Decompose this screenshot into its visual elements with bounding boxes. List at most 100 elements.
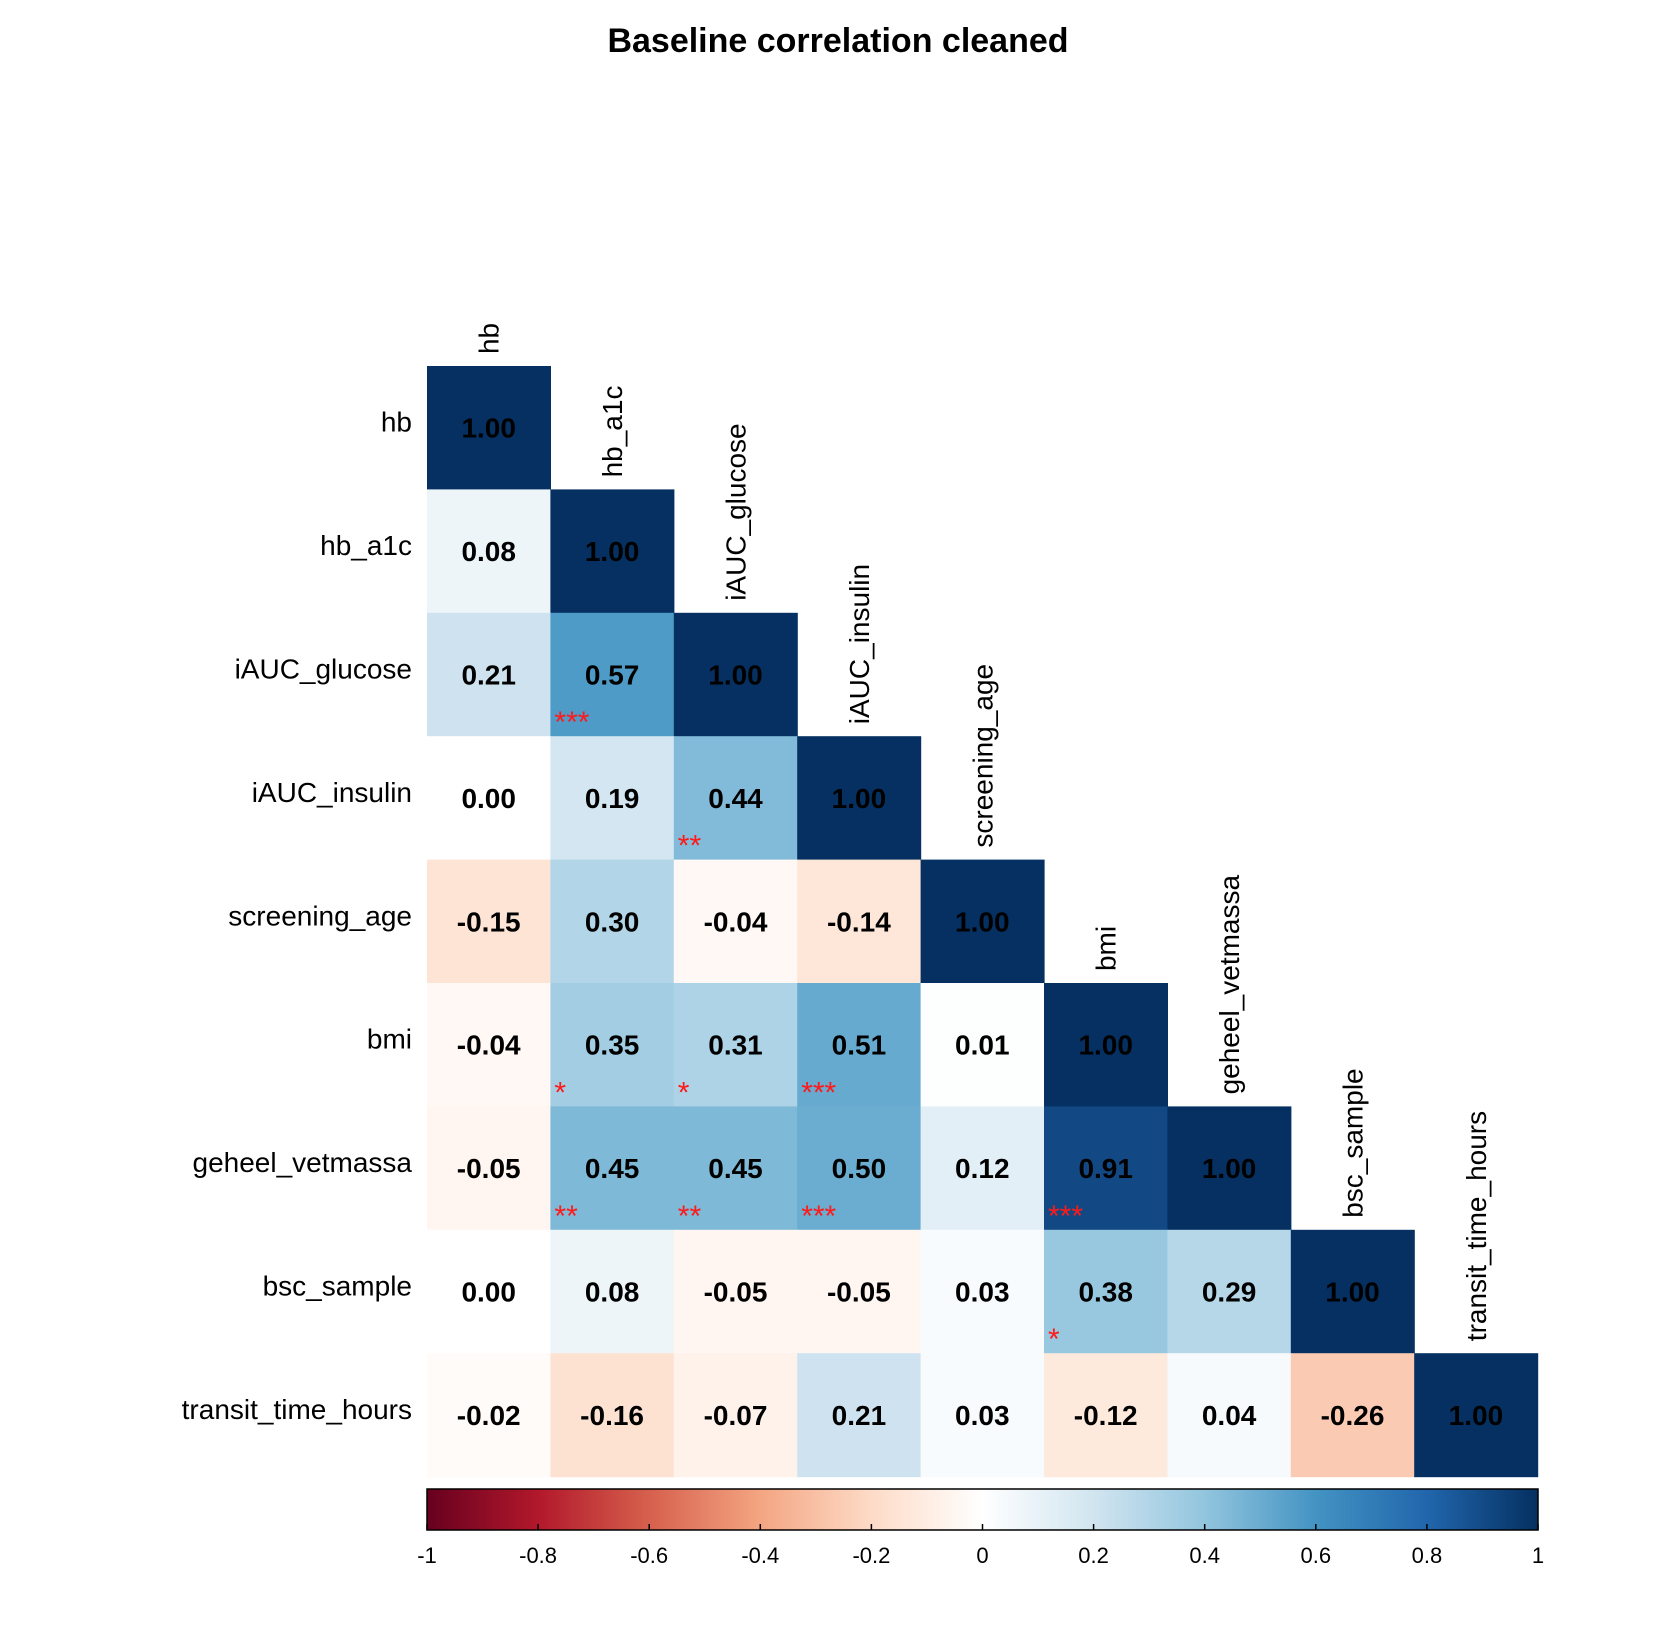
- cell-value-transit_time_hours-iAUC_glucose: -0.07: [704, 1400, 768, 1431]
- cell-value-geheel_vetmassa-hb: -0.05: [457, 1153, 521, 1184]
- cell-value-transit_time_hours-iAUC_insulin: 0.21: [832, 1400, 887, 1431]
- cell-screening_age-iAUC_glucose: [673, 859, 798, 984]
- row-label-iAUC_insulin: iAUC_insulin: [252, 777, 412, 808]
- cell-value-transit_time_hours-hb_a1c: -0.16: [580, 1400, 644, 1431]
- cell-value-transit_time_hours-bsc_sample: -0.26: [1321, 1400, 1385, 1431]
- cell-value-iAUC_insulin-hb: 0.00: [461, 783, 516, 814]
- cell-value-bsc_sample-geheel_vetmassa: 0.29: [1202, 1277, 1257, 1308]
- colorbar-tick-label: -1: [417, 1543, 437, 1568]
- heatmap-cells: 1.000.08 1.000.21 0.57***1.000.00 0.19 0.44*…: [427, 366, 1539, 1478]
- cell-value-transit_time_hours-geheel_vetmassa: 0.04: [1202, 1400, 1257, 1431]
- cell-geheel_vetmassa-geheel_vetmassa: [1167, 1106, 1292, 1231]
- colorbar-tick-label: 0.6: [1301, 1543, 1332, 1568]
- cell-value-screening_age-iAUC_glucose: -0.04: [704, 906, 768, 937]
- cell-bmi-iAUC_glucose: [673, 983, 798, 1107]
- cell-iAUC_glucose-hb: [427, 612, 551, 737]
- column-label-screening_age: screening_age: [967, 664, 998, 848]
- cell-screening_age-hb: [427, 859, 551, 984]
- column-label-bmi: bmi: [1091, 926, 1122, 971]
- column-labels: hb hb_a1c iAUC_glucose iAUC_insulin screenin…: [474, 323, 1492, 1341]
- colorbar-tick-label: -0.6: [630, 1543, 668, 1568]
- cell-bmi-screening_age: [920, 983, 1045, 1107]
- colorbar-tick-label: -0.2: [852, 1543, 890, 1568]
- cell-value-geheel_vetmassa-hb_a1c: 0.45: [585, 1153, 640, 1184]
- cell-value-bmi-iAUC_insulin: 0.51: [832, 1030, 887, 1061]
- cell-iAUC_glucose-iAUC_glucose: [673, 612, 798, 737]
- cell-screening_age-screening_age: [920, 859, 1045, 984]
- significance-iAUC_glucose-hb_a1c: ***: [554, 706, 589, 739]
- cell-value-bmi-hb_a1c: 0.35: [585, 1030, 640, 1061]
- significance-bmi-iAUC_insulin: ***: [801, 1076, 836, 1109]
- cell-geheel_vetmassa-bmi: [1044, 1106, 1168, 1231]
- cell-value-iAUC_insulin-iAUC_insulin: 1.00: [832, 783, 887, 814]
- cell-transit_time_hours-hb: [427, 1353, 551, 1478]
- cell-transit_time_hours-bsc_sample: [1290, 1353, 1415, 1478]
- cell-value-transit_time_hours-hb: -0.02: [457, 1400, 521, 1431]
- colorbar-tick-label: 0.2: [1078, 1543, 1109, 1568]
- cell-bsc_sample-screening_age: [920, 1229, 1045, 1354]
- cell-hb_a1c-hb_a1c: [550, 489, 675, 614]
- cell-geheel_vetmassa-hb_a1c: [550, 1106, 675, 1231]
- cell-value-bsc_sample-bmi: 0.38: [1078, 1277, 1133, 1308]
- cell-bsc_sample-iAUC_glucose: [673, 1229, 798, 1354]
- row-label-bmi: bmi: [367, 1024, 412, 1055]
- cell-bmi-bmi: [1044, 983, 1168, 1107]
- cell-value-bmi-hb: -0.04: [457, 1030, 521, 1061]
- cell-value-iAUC_glucose-hb_a1c: 0.57: [585, 660, 640, 691]
- row-label-bsc_sample: bsc_sample: [263, 1271, 412, 1302]
- cell-transit_time_hours-geheel_vetmassa: [1167, 1353, 1292, 1478]
- cell-value-screening_age-hb: -0.15: [457, 906, 521, 937]
- cell-value-screening_age-hb_a1c: 0.30: [585, 906, 640, 937]
- colorbar-ticks: -1 -0.8 -0.6 -0.4 -0.2 0 0.2 0.4 0.6 0.8 1: [417, 1524, 1544, 1568]
- cell-transit_time_hours-screening_age: [920, 1353, 1045, 1478]
- cell-value-geheel_vetmassa-bmi: 0.91: [1078, 1153, 1133, 1184]
- cell-bsc_sample-bmi: [1044, 1229, 1168, 1354]
- row-label-geheel_vetmassa: geheel_vetmassa: [193, 1147, 413, 1178]
- cell-value-geheel_vetmassa-iAUC_glucose: 0.45: [708, 1153, 763, 1184]
- colorbar-tick-label: -0.8: [519, 1543, 557, 1568]
- cell-bsc_sample-geheel_vetmassa: [1167, 1229, 1292, 1354]
- cell-value-bsc_sample-iAUC_glucose: -0.05: [704, 1277, 768, 1308]
- significance-iAUC_insulin-iAUC_glucose: **: [678, 830, 702, 863]
- cell-bsc_sample-iAUC_insulin: [797, 1229, 922, 1354]
- cell-value-bsc_sample-hb_a1c: 0.08: [585, 1277, 640, 1308]
- cell-value-transit_time_hours-bmi: -0.12: [1074, 1400, 1138, 1431]
- column-label-transit_time_hours: transit_time_hours: [1461, 1111, 1492, 1341]
- cell-value-iAUC_insulin-iAUC_glucose: 0.44: [708, 783, 763, 814]
- cell-value-geheel_vetmassa-geheel_vetmassa: 1.00: [1202, 1153, 1257, 1184]
- significance-bmi-iAUC_glucose: *: [678, 1076, 690, 1109]
- cell-transit_time_hours-hb_a1c: [550, 1353, 675, 1478]
- cell-hb_a1c-hb: [427, 489, 551, 614]
- row-labels: hb hb_a1c iAUC_glucose iAUC_insulin screenin…: [182, 407, 413, 1425]
- cell-bsc_sample-hb: [427, 1229, 551, 1354]
- cell-value-transit_time_hours-screening_age: 0.03: [955, 1400, 1010, 1431]
- significance-bmi-hb_a1c: *: [554, 1076, 566, 1109]
- column-label-geheel_vetmassa: geheel_vetmassa: [1214, 874, 1245, 1094]
- cell-iAUC_insulin-hb: [427, 736, 551, 861]
- chart-title: Baseline correlation cleaned: [607, 22, 1068, 60]
- colorbar-tick-label: 0.8: [1412, 1543, 1443, 1568]
- cell-value-hb_a1c-hb_a1c: 1.00: [585, 536, 640, 567]
- significance-geheel_vetmassa-iAUC_glucose: **: [678, 1200, 702, 1233]
- column-label-bsc_sample: bsc_sample: [1338, 1068, 1369, 1217]
- colorbar-tick-label: 0.4: [1189, 1543, 1220, 1568]
- row-label-hb_a1c: hb_a1c: [320, 530, 412, 561]
- column-label-iAUC_glucose: iAUC_glucose: [721, 423, 752, 600]
- cell-geheel_vetmassa-hb: [427, 1106, 551, 1231]
- cell-value-bmi-iAUC_glucose: 0.31: [708, 1030, 763, 1061]
- cell-iAUC_insulin-iAUC_insulin: [797, 736, 922, 861]
- cell-value-bmi-bmi: 1.00: [1078, 1030, 1133, 1061]
- cell-value-screening_age-screening_age: 1.00: [955, 906, 1010, 937]
- colorbar-gradient: [426, 1488, 1539, 1531]
- colorbar-tick-label: 0: [976, 1543, 988, 1568]
- cell-geheel_vetmassa-iAUC_glucose: [673, 1106, 798, 1231]
- row-label-hb: hb: [381, 407, 412, 438]
- cell-geheel_vetmassa-iAUC_insulin: [797, 1106, 922, 1231]
- cell-iAUC_insulin-iAUC_glucose: [673, 736, 798, 861]
- cell-value-iAUC_glucose-iAUC_glucose: 1.00: [708, 660, 763, 691]
- colorbar-tick-label: 1: [1532, 1543, 1544, 1568]
- cell-value-bsc_sample-iAUC_insulin: -0.05: [827, 1277, 891, 1308]
- cell-value-geheel_vetmassa-screening_age: 0.12: [955, 1153, 1010, 1184]
- cell-bsc_sample-hb_a1c: [550, 1229, 675, 1354]
